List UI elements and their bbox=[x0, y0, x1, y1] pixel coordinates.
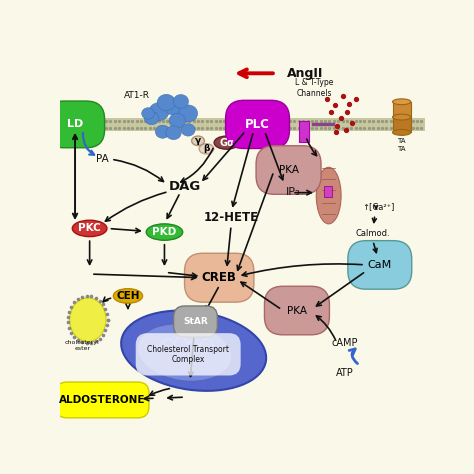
Ellipse shape bbox=[392, 129, 411, 136]
Text: PKC: PKC bbox=[78, 223, 101, 233]
Ellipse shape bbox=[169, 113, 185, 128]
Text: CEH: CEH bbox=[116, 291, 140, 301]
Ellipse shape bbox=[165, 100, 182, 115]
Ellipse shape bbox=[392, 99, 411, 105]
Text: β: β bbox=[203, 145, 210, 154]
Text: PA: PA bbox=[96, 154, 109, 164]
Bar bbox=[324, 186, 332, 197]
Ellipse shape bbox=[73, 220, 107, 237]
Ellipse shape bbox=[191, 136, 204, 146]
Ellipse shape bbox=[175, 310, 187, 329]
Ellipse shape bbox=[121, 310, 266, 391]
Text: L & T-Type
Channels: L & T-Type Channels bbox=[295, 78, 333, 98]
Text: PKD: PKD bbox=[152, 227, 177, 237]
FancyBboxPatch shape bbox=[184, 253, 254, 302]
Ellipse shape bbox=[137, 324, 232, 381]
Ellipse shape bbox=[146, 224, 182, 240]
Ellipse shape bbox=[179, 105, 198, 122]
Text: ALDOSTERONE: ALDOSTERONE bbox=[59, 395, 146, 405]
Text: CaM: CaM bbox=[368, 260, 392, 270]
Ellipse shape bbox=[214, 136, 239, 149]
Text: ATP: ATP bbox=[336, 368, 354, 378]
Text: AngII: AngII bbox=[287, 67, 323, 80]
FancyBboxPatch shape bbox=[173, 306, 218, 337]
Text: ↑[Ca²⁺]: ↑[Ca²⁺] bbox=[362, 202, 394, 211]
Text: DAG: DAG bbox=[168, 180, 201, 193]
Text: 12-HETE: 12-HETE bbox=[204, 211, 259, 224]
Text: PKA: PKA bbox=[279, 165, 299, 175]
Ellipse shape bbox=[392, 114, 411, 120]
Ellipse shape bbox=[145, 111, 159, 125]
FancyBboxPatch shape bbox=[256, 146, 321, 194]
Ellipse shape bbox=[142, 108, 155, 119]
Ellipse shape bbox=[199, 144, 214, 154]
Text: PKA: PKA bbox=[287, 306, 307, 316]
FancyBboxPatch shape bbox=[348, 241, 412, 289]
Bar bbox=[392, 117, 411, 132]
Ellipse shape bbox=[316, 167, 341, 224]
Bar bbox=[392, 102, 411, 117]
Ellipse shape bbox=[149, 102, 169, 121]
Text: IP₃: IP₃ bbox=[286, 187, 300, 197]
FancyBboxPatch shape bbox=[226, 100, 290, 148]
Text: Calmod.: Calmod. bbox=[355, 229, 390, 238]
Text: PLC: PLC bbox=[245, 118, 270, 131]
Ellipse shape bbox=[181, 124, 195, 136]
Text: StAR: StAR bbox=[183, 317, 208, 326]
Bar bbox=[300, 121, 309, 142]
Ellipse shape bbox=[157, 94, 175, 111]
Ellipse shape bbox=[173, 94, 189, 108]
Text: Cholesterol Transport
Complex: Cholesterol Transport Complex bbox=[147, 345, 229, 364]
Ellipse shape bbox=[70, 298, 106, 342]
Text: cholesteryl
ester: cholesteryl ester bbox=[65, 340, 100, 351]
Text: LD: LD bbox=[67, 119, 83, 129]
Text: cAMP: cAMP bbox=[332, 338, 358, 348]
Ellipse shape bbox=[113, 289, 143, 303]
Text: γ: γ bbox=[195, 137, 201, 146]
Ellipse shape bbox=[204, 310, 216, 329]
FancyBboxPatch shape bbox=[56, 382, 149, 418]
FancyBboxPatch shape bbox=[46, 101, 105, 148]
Ellipse shape bbox=[155, 125, 170, 138]
Text: AT1-R: AT1-R bbox=[124, 91, 150, 100]
FancyBboxPatch shape bbox=[264, 286, 329, 335]
Text: CREB: CREB bbox=[202, 271, 237, 284]
Ellipse shape bbox=[166, 126, 181, 140]
Text: TA: TA bbox=[397, 138, 406, 144]
Text: Gα: Gα bbox=[219, 137, 234, 147]
Bar bbox=[61, 118, 425, 131]
Text: TA: TA bbox=[397, 146, 406, 152]
